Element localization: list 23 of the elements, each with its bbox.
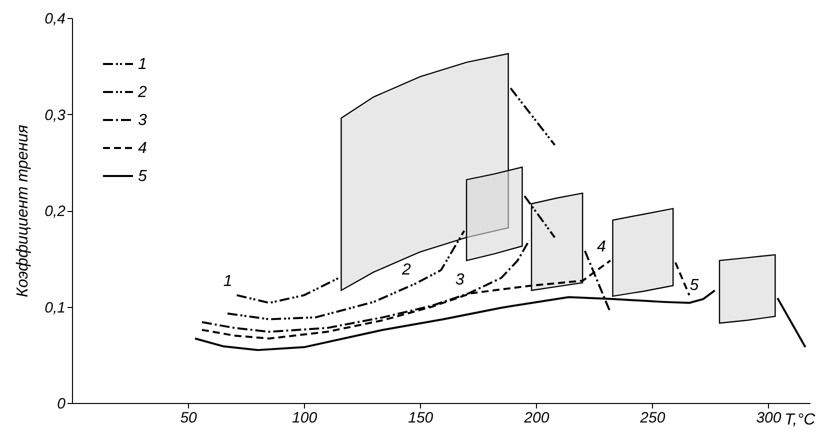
annotation: 4 — [596, 238, 606, 256]
legend-label: 3 — [138, 112, 147, 129]
x-tick-label: 200 — [523, 410, 550, 426]
x-tick-label: 300 — [756, 410, 782, 426]
y-tick-label: 0 — [57, 396, 66, 412]
y-tick-label: 0,3 — [44, 106, 66, 124]
annotation: 3 — [455, 271, 464, 288]
x-axis-title: T,°C — [784, 412, 816, 428]
legend-label: 4 — [138, 140, 147, 157]
y-tick-label: 0,1 — [44, 299, 66, 316]
y-tick-label: 0,2 — [44, 203, 66, 220]
x-tick-label: 100 — [292, 410, 318, 426]
legend-label: 5 — [138, 168, 147, 185]
x-tick-label: 50 — [180, 410, 198, 426]
legend-label: 2 — [137, 84, 147, 101]
y-axis-title: Коэффициент трения — [14, 124, 32, 298]
legend-label: 1 — [138, 56, 147, 73]
annotation: 5 — [690, 277, 699, 294]
annotation: 1 — [223, 273, 232, 290]
x-tick-label: 250 — [639, 410, 666, 426]
y-tick-label: 0,4 — [44, 10, 66, 28]
x-tick-label: 150 — [408, 410, 434, 426]
annotation: 2 — [401, 262, 412, 279]
